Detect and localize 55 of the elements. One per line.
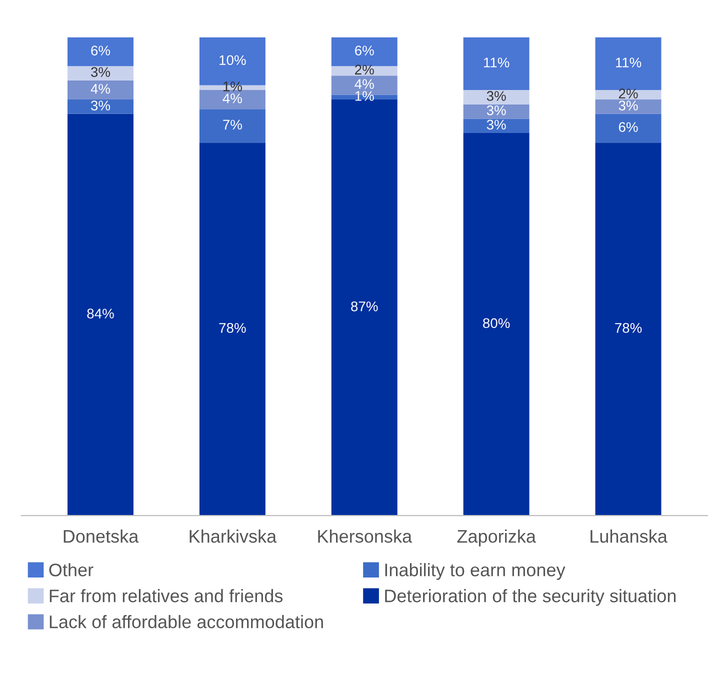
data-label: 2% bbox=[355, 64, 374, 75]
data-label: 84% bbox=[87, 308, 114, 318]
data-label: 7% bbox=[223, 120, 242, 130]
x-tick-label: Luhanska bbox=[590, 530, 668, 543]
legend-label: Lack of affordable accommodation bbox=[50, 615, 323, 628]
bar bbox=[199, 109, 266, 143]
bar bbox=[595, 142, 662, 516]
bar bbox=[595, 90, 662, 100]
data-label: 1% bbox=[355, 91, 374, 101]
legend-label: Inability to earn money bbox=[385, 563, 566, 580]
data-label: 4% bbox=[354, 79, 374, 89]
bar bbox=[595, 100, 662, 114]
bar bbox=[68, 80, 134, 100]
data-label: 3% bbox=[486, 91, 506, 101]
data-label: 78% bbox=[219, 323, 246, 333]
bar bbox=[595, 37, 662, 90]
data-label: 6% bbox=[355, 46, 374, 56]
bar bbox=[595, 114, 662, 143]
bar bbox=[68, 100, 134, 114]
data-label: 3% bbox=[90, 67, 110, 77]
data-label: 3% bbox=[486, 105, 506, 116]
bar bbox=[331, 100, 398, 516]
data-label: 11% bbox=[484, 58, 510, 68]
x-tick-label: Khersonska bbox=[318, 530, 412, 543]
bar bbox=[68, 114, 134, 516]
data-label: 3% bbox=[618, 100, 638, 110]
data-label: 6% bbox=[618, 122, 638, 132]
data-label: 4% bbox=[90, 84, 110, 94]
x-tick-label: Kharkivska bbox=[190, 530, 277, 543]
data-label: 2% bbox=[618, 88, 638, 98]
data-label: 6% bbox=[91, 46, 110, 56]
legend-label: Other bbox=[49, 563, 94, 576]
data-label: 10% bbox=[220, 55, 246, 66]
bar bbox=[331, 66, 398, 76]
bar bbox=[463, 90, 530, 104]
data-label: 87% bbox=[351, 301, 378, 312]
bar bbox=[68, 37, 134, 66]
x-tick-label: Zaporizka bbox=[457, 530, 536, 546]
legend-label: Deterioration of the security situation bbox=[385, 589, 676, 606]
data-label: 80% bbox=[483, 318, 510, 328]
data-label: 11% bbox=[616, 58, 642, 68]
bar bbox=[463, 133, 530, 516]
bar bbox=[199, 142, 266, 516]
legend-label: Far from relatives and friends bbox=[50, 589, 283, 602]
data-label: 3% bbox=[90, 100, 110, 110]
x-tick-label: Donetska bbox=[64, 530, 139, 543]
bar bbox=[331, 37, 398, 66]
bar bbox=[463, 37, 530, 90]
data-label: 78% bbox=[615, 323, 642, 333]
bar bbox=[463, 104, 530, 119]
data-label: 4% bbox=[222, 94, 242, 104]
bar bbox=[199, 90, 266, 110]
bar bbox=[463, 118, 530, 134]
bar bbox=[68, 66, 134, 80]
data-label: 3% bbox=[486, 120, 506, 130]
